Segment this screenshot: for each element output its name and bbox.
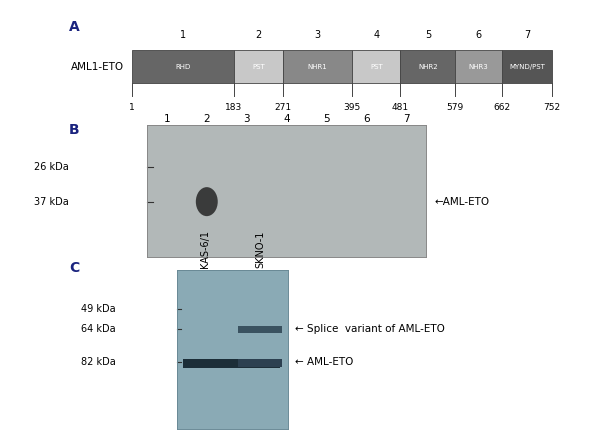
Text: 662: 662 — [493, 102, 510, 112]
Ellipse shape — [196, 187, 218, 216]
Text: 4: 4 — [373, 30, 379, 40]
Text: RHD: RHD — [175, 64, 191, 70]
Text: 5: 5 — [425, 30, 431, 40]
Bar — [238, 358, 283, 367]
Bar — [502, 50, 552, 83]
Text: A: A — [69, 20, 80, 34]
Text: 183: 183 — [225, 102, 242, 112]
Text: PST: PST — [252, 64, 265, 70]
Bar — [132, 50, 234, 83]
Text: ← AML-ETO: ← AML-ETO — [295, 358, 353, 367]
Bar — [400, 50, 455, 83]
Text: 2: 2 — [255, 30, 262, 40]
Bar — [238, 326, 283, 333]
Text: 49 kDa: 49 kDa — [82, 304, 116, 313]
Text: 37 kDa: 37 kDa — [34, 197, 69, 207]
Text: ← Splice  variant of AML-ETO: ← Splice variant of AML-ETO — [295, 324, 445, 334]
Bar — [283, 50, 352, 83]
Bar — [182, 358, 280, 368]
Bar — [455, 50, 502, 83]
Text: 82 kDa: 82 kDa — [81, 358, 116, 367]
Text: 7: 7 — [524, 30, 530, 40]
Text: AML1-ETO: AML1-ETO — [70, 62, 124, 72]
Bar — [352, 50, 400, 83]
Text: 3: 3 — [314, 30, 321, 40]
Text: 395: 395 — [344, 102, 361, 112]
Text: ←AML-ETO: ←AML-ETO — [434, 197, 490, 207]
Text: NHR3: NHR3 — [469, 64, 488, 70]
Text: 26 kDa: 26 kDa — [34, 162, 69, 173]
Text: 579: 579 — [446, 102, 464, 112]
Text: 64 kDa: 64 kDa — [82, 324, 116, 334]
Text: 6: 6 — [475, 30, 482, 40]
Text: NHR1: NHR1 — [308, 64, 328, 70]
Text: 752: 752 — [544, 102, 560, 112]
Text: B: B — [69, 123, 80, 137]
Text: 271: 271 — [274, 102, 292, 112]
Text: MYND/PST: MYND/PST — [509, 64, 545, 70]
Text: C: C — [69, 261, 79, 275]
Text: NHR2: NHR2 — [418, 64, 437, 70]
Bar — [234, 50, 283, 83]
Text: PST: PST — [370, 64, 383, 70]
Text: 481: 481 — [392, 102, 409, 112]
Text: 1: 1 — [129, 102, 135, 112]
Text: 1: 1 — [180, 30, 186, 40]
